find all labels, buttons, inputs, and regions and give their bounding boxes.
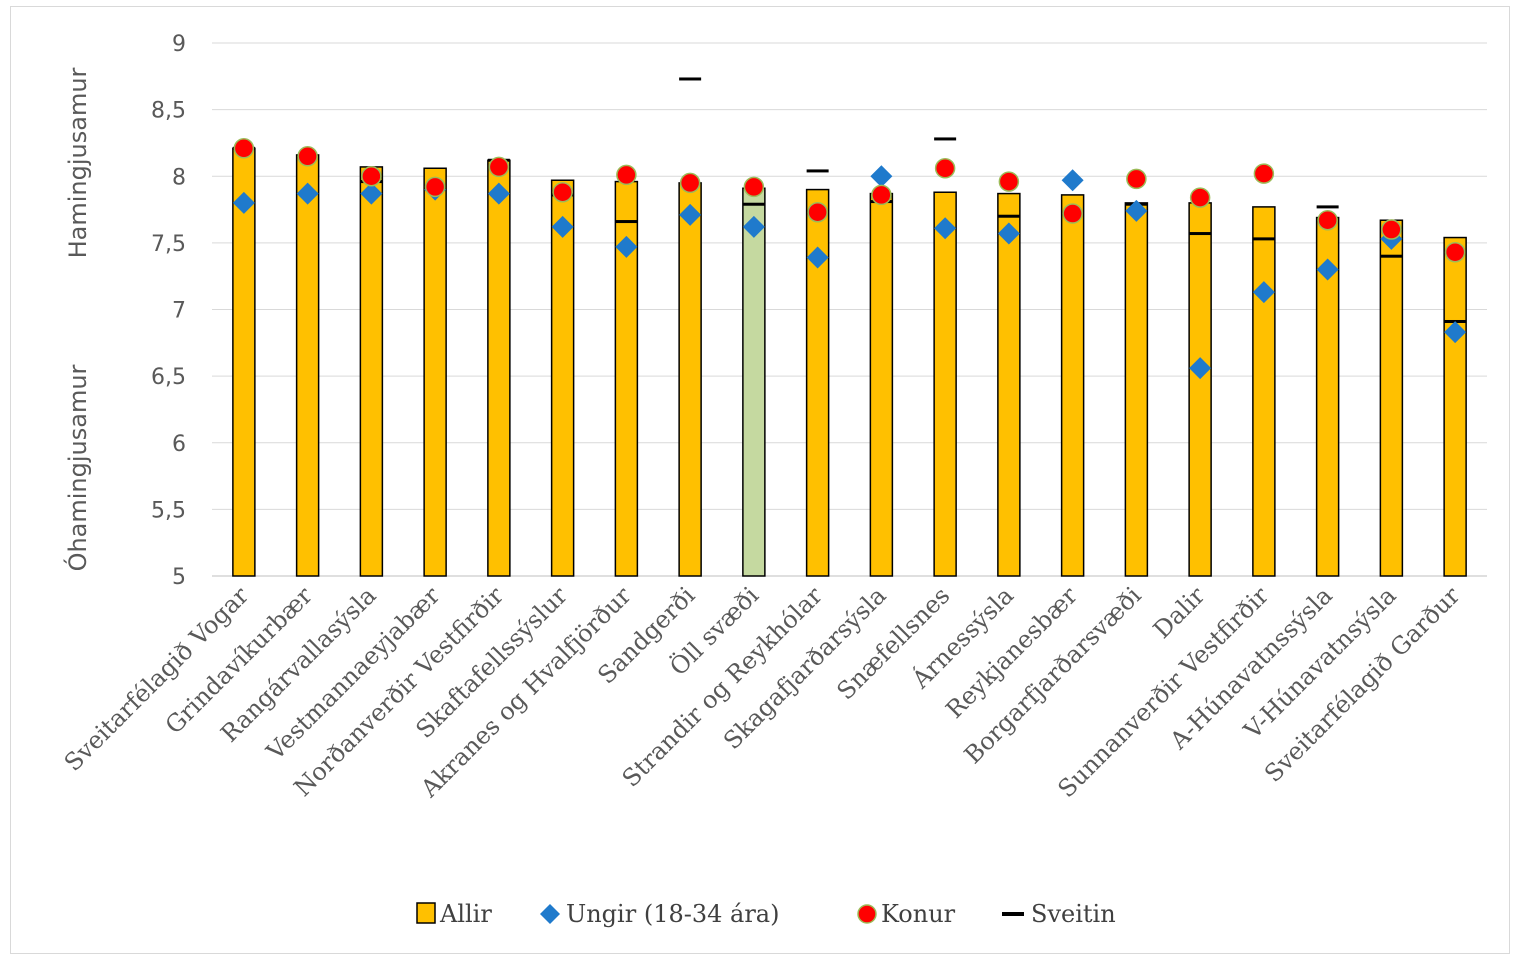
y-tick-label: 6,5 xyxy=(151,365,186,390)
marker-konur xyxy=(1444,241,1466,263)
marker-sveitin xyxy=(1189,232,1212,236)
bar-allir xyxy=(997,192,1021,577)
marker-ungir xyxy=(1252,281,1275,304)
y-axis-label-bottom: Óhamingjusamur xyxy=(62,364,92,571)
bar-allir xyxy=(1188,202,1212,577)
marker-sveitin xyxy=(1252,237,1275,241)
marker-konur xyxy=(871,184,892,206)
legend-swatch-sveitin xyxy=(1002,912,1024,916)
marker-ungir xyxy=(551,215,574,238)
marker-konur xyxy=(1381,219,1402,240)
marker-konur xyxy=(743,176,765,198)
marker-ungir xyxy=(487,182,510,205)
marker-konur xyxy=(424,176,446,198)
bar-allir xyxy=(359,166,384,577)
y-axis-label-top: Hamingjusamur xyxy=(64,67,92,258)
marker-konur xyxy=(361,166,382,187)
marker-ungir xyxy=(806,246,829,269)
bar-allir xyxy=(1379,219,1404,577)
marker-konur xyxy=(1317,209,1338,231)
marker-sveitin xyxy=(997,214,1020,218)
marker-konur xyxy=(552,181,573,203)
marker-konur xyxy=(1253,163,1275,184)
marker-ungir xyxy=(1444,321,1467,344)
marker-konur xyxy=(1189,187,1211,208)
markers-konur xyxy=(233,138,1466,263)
legend: Allir Ungir (18-34 ára) Konur Sveitin xyxy=(416,900,1116,928)
bar-allir xyxy=(1124,202,1149,577)
y-tick-label: 5 xyxy=(172,565,186,590)
marker-konur xyxy=(297,146,318,167)
marker-ungir xyxy=(934,217,957,240)
legend-swatch-konur xyxy=(857,904,877,924)
marker-konur xyxy=(998,171,1020,192)
marker-konur xyxy=(1126,168,1147,190)
marker-sveitin xyxy=(679,77,702,81)
marker-ungir xyxy=(870,165,893,188)
bar-allir xyxy=(742,187,766,577)
bar-allir xyxy=(295,154,320,577)
markers-sveitin xyxy=(232,77,1467,323)
x-axis-categories: Sveitarfélagið VogarGrindavíkurbærRangár… xyxy=(59,581,1466,804)
y-tick-label: 6 xyxy=(172,432,186,457)
bar-allir xyxy=(1060,194,1085,577)
bar-allir xyxy=(678,182,702,577)
marker-ungir xyxy=(997,222,1020,245)
legend-label-allir: Allir xyxy=(439,900,492,928)
y-tick-label: 7,5 xyxy=(151,232,186,257)
marker-konur xyxy=(934,158,956,179)
y-tick-label: 9 xyxy=(172,32,186,57)
bars-allir xyxy=(232,147,1467,577)
marker-ungir xyxy=(679,203,702,226)
marker-sveitin xyxy=(934,137,957,141)
marker-ungir xyxy=(360,182,383,205)
marker-konur xyxy=(807,201,828,223)
legend-label-sveitin: Sveitin xyxy=(1031,900,1116,928)
bar-allir xyxy=(869,192,894,577)
marker-konur xyxy=(488,156,510,178)
marker-sveitin xyxy=(1316,205,1339,209)
bar-allir xyxy=(1443,236,1467,577)
marker-ungir xyxy=(1316,258,1339,281)
bar-allir xyxy=(805,188,830,577)
marker-sveitin xyxy=(742,202,765,206)
bar-allir xyxy=(933,191,957,577)
y-tick-label: 7 xyxy=(172,299,186,324)
marker-ungir xyxy=(742,215,765,238)
y-axis-ticks: 5 5,5 6 6,5 7 7,5 8 8,5 9 xyxy=(151,32,186,590)
marker-konur xyxy=(233,138,255,159)
marker-ungir xyxy=(1125,199,1148,222)
bar-allir xyxy=(423,167,447,577)
y-tick-label: 8,5 xyxy=(151,99,186,124)
bar-allir xyxy=(550,179,575,577)
marker-ungir xyxy=(1189,357,1212,380)
marker-ungir xyxy=(1061,169,1084,192)
marker-konur xyxy=(1062,203,1083,224)
marker-ungir xyxy=(296,182,319,205)
marker-konur xyxy=(679,172,701,194)
y-tick-label: 5,5 xyxy=(151,498,186,523)
legend-swatch-allir xyxy=(416,902,436,924)
marker-ungir xyxy=(232,191,255,214)
marker-ungir xyxy=(615,235,638,258)
legend-label-ungir: Ungir (18-34 ára) xyxy=(566,900,779,928)
y-tick-label: 8 xyxy=(172,165,186,190)
marker-sveitin xyxy=(1380,254,1403,258)
marker-konur xyxy=(616,164,637,186)
marker-sveitin xyxy=(615,220,638,224)
legend-swatch-ungir xyxy=(540,904,560,924)
markers-ungir xyxy=(232,165,1467,380)
legend-label-konur: Konur xyxy=(881,900,956,928)
bar-allir xyxy=(1252,206,1276,577)
gridlines xyxy=(212,42,1487,577)
bar-allir xyxy=(487,159,511,577)
marker-sveitin xyxy=(806,169,829,173)
